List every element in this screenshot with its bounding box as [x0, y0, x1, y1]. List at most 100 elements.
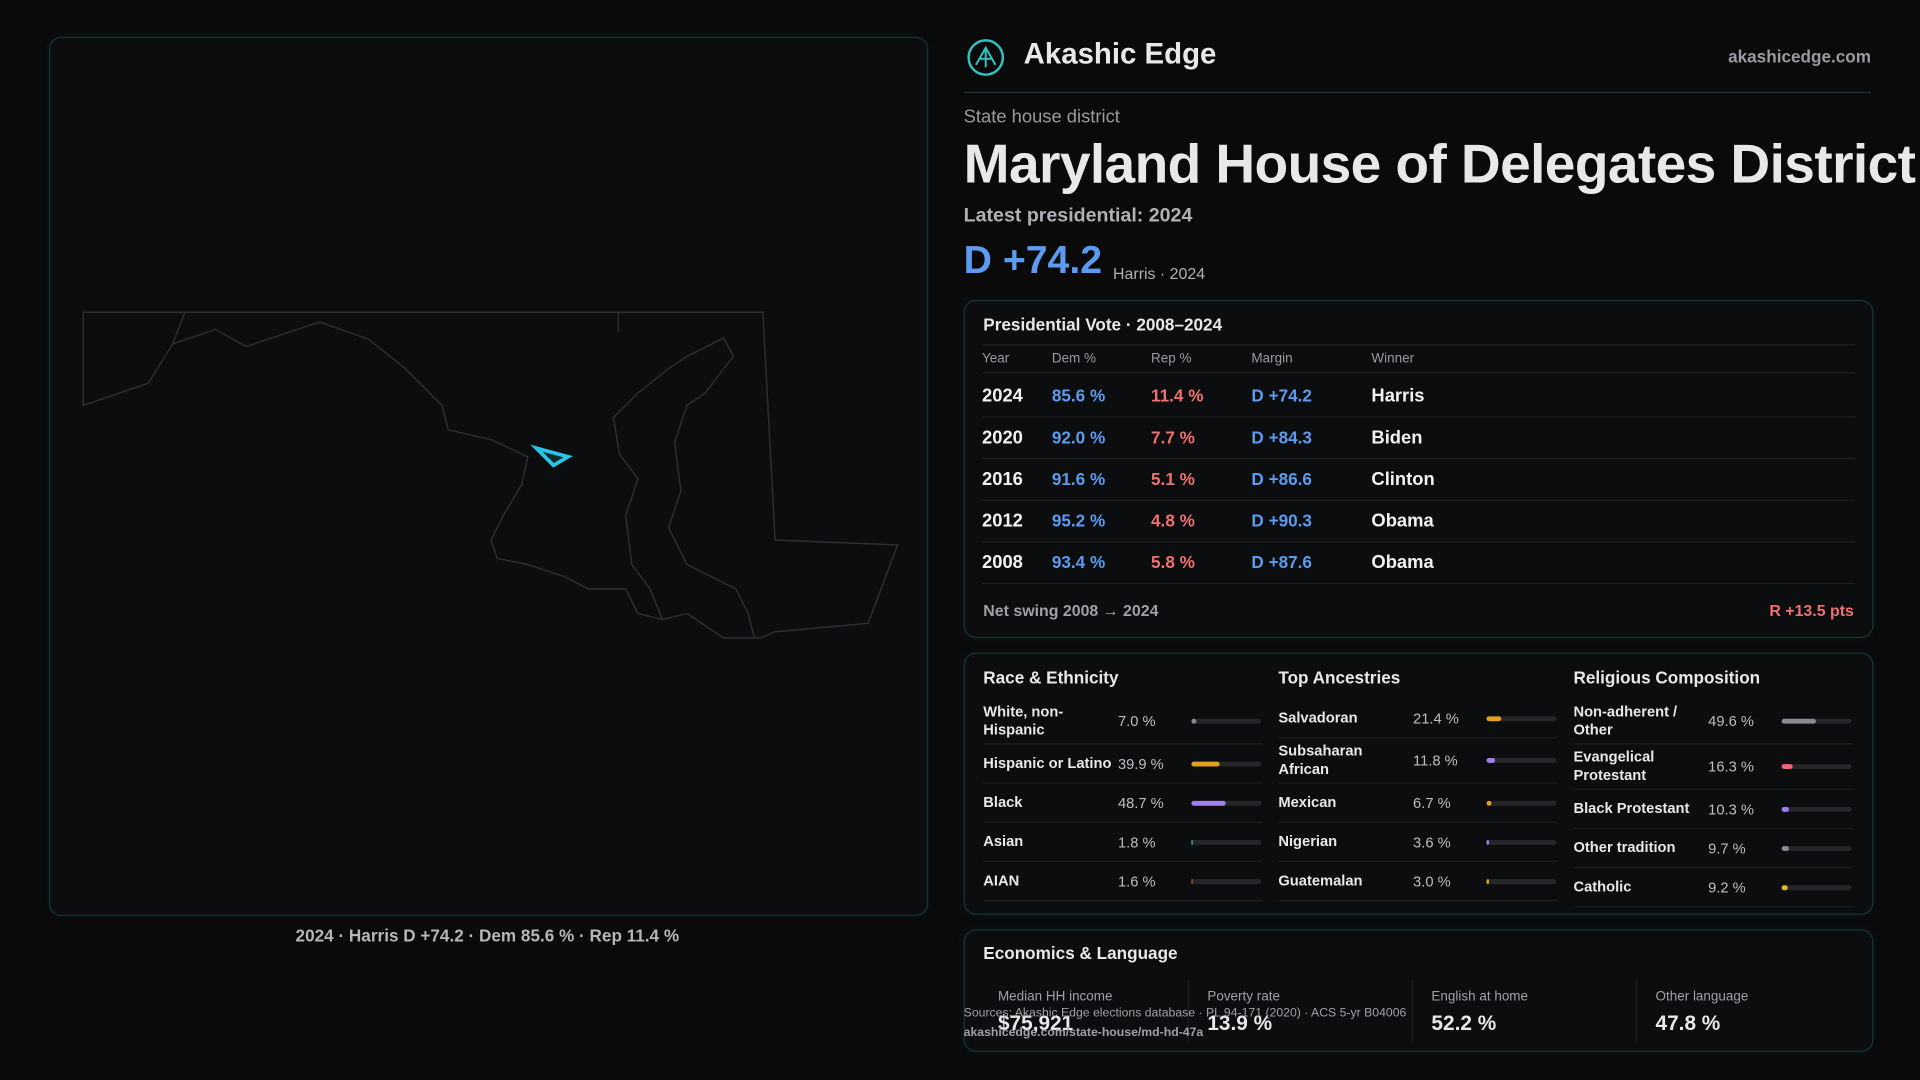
table-cell: Harris [1371, 385, 1425, 406]
bar [1191, 878, 1193, 884]
row-value: 39.9 % [1117, 754, 1164, 773]
metric: Median HH income $75,921 [965, 979, 1189, 1041]
row-label: Non-adherent / Other [1573, 702, 1678, 739]
divider [963, 91, 1872, 94]
metric-label: Median HH income [997, 989, 1113, 1005]
table-row: 2012 95.2 % 4.8 % D +90.3 Obama [982, 500, 1856, 543]
metric-value: $75,921 [997, 1011, 1074, 1035]
bar [1781, 845, 1789, 851]
bar [1486, 715, 1502, 721]
table-row: 2016 91.6 % 5.1 % D +86.6 Clinton [982, 458, 1856, 501]
state-outline [82, 311, 899, 639]
table-cell: 91.6 % [1051, 468, 1106, 489]
table-cell: 2016 [982, 468, 1023, 490]
metric-label: Poverty rate [1207, 989, 1280, 1005]
demographic-section: Top Ancestries Salvadoran 21.4 % Subsaharan… [1278, 654, 1558, 902]
section-title: Race & Ethnicity [983, 667, 1119, 687]
row-value: 6.7 % [1413, 794, 1451, 812]
bar [1781, 718, 1817, 724]
bar [1191, 761, 1220, 766]
table-cell: D +86.6 [1251, 468, 1312, 489]
demographic-section: Race & Ethnicity White, non-Hispanic 7.0 %… [983, 654, 1263, 902]
demographic-row: Subsaharan African 11.8 % [1278, 738, 1558, 784]
row-label: Evangelical Protestant [1573, 748, 1655, 784]
bar-track [1781, 845, 1852, 851]
row-value: 48.7 % [1117, 794, 1164, 812]
metric-value: 47.8 % [1655, 1011, 1721, 1035]
bar [1781, 764, 1793, 769]
table-cell: 2024 [982, 385, 1023, 406]
brand-url: akashicedge.com [1728, 46, 1872, 67]
demographic-row: Evangelical Protestant 16.3 % [1573, 744, 1853, 790]
row-value: 11.8 % [1413, 751, 1458, 769]
demographic-row: Other tradition 9.7 % [1573, 829, 1853, 869]
row-label: Mexican [1278, 793, 1337, 811]
row-value: 3.0 % [1413, 872, 1451, 890]
bar-track [1486, 715, 1557, 721]
bar-track [1781, 718, 1852, 724]
bar-track [1191, 761, 1262, 766]
demographic-row: AIAN 1.6 % [983, 862, 1263, 902]
demographic-row: Salvadoran 21.4 % [1278, 699, 1558, 739]
demographic-row: Nigerian 3.6 % [1278, 823, 1558, 863]
table-cell: 85.6 % [1051, 385, 1106, 406]
table-cell: 5.8 % [1151, 552, 1195, 572]
demographic-row: Non-adherent / Other 49.6 % [1573, 699, 1853, 745]
bar-track [1191, 718, 1262, 724]
metric: English at home 52.2 % [1413, 979, 1638, 1041]
demographic-section: Religious Composition Non-adherent / Othe… [1573, 654, 1853, 908]
demographic-row: White, non-Hispanic 7.0 % [983, 699, 1263, 745]
table-cell: 93.4 % [1051, 552, 1106, 572]
column-header: Year [982, 351, 1010, 367]
district-highlight [530, 444, 573, 468]
table-cell: 5.1 % [1151, 468, 1195, 489]
bar [1781, 806, 1789, 812]
bar-track [1486, 878, 1557, 884]
map-caption: 2024 · Harris D +74.2 · Dem 85.6 % · Rep… [295, 925, 680, 946]
row-label: Guatemalan [1278, 871, 1363, 889]
row-value: 49.6 % [1708, 712, 1754, 730]
section-title: Top Ancestries [1278, 667, 1401, 687]
table-cell: D +74.2 [1251, 385, 1312, 406]
row-value: 1.8 % [1117, 833, 1156, 851]
demographic-row: Catholic 9.2 % [1573, 868, 1853, 908]
page-title: Maryland House of Delegates District 47A [963, 132, 1920, 195]
presidential-card: Presidential Vote · 2008–2024 Net swing … [963, 300, 1874, 638]
row-label: Black [983, 793, 1023, 811]
swing-value: R +13.5 pts [1769, 601, 1854, 620]
demographic-row: Black Protestant 10.3 % [1573, 790, 1853, 829]
row-value: 3.6 % [1413, 833, 1451, 851]
table-header: Year Dem % Rep % Margin Winner [982, 345, 1856, 374]
row-label: Asian [983, 832, 1024, 850]
row-label: White, non-Hispanic [983, 702, 1064, 739]
table-cell: 11.4 % [1151, 385, 1204, 406]
demographic-row: Guatemalan 3.0 % [1278, 862, 1558, 902]
row-value: 9.7 % [1708, 839, 1746, 857]
bar-track [1486, 757, 1557, 763]
bar-track [1191, 839, 1262, 845]
row-label: AIAN [983, 871, 1020, 889]
row-label: Other tradition [1573, 838, 1676, 856]
section-title: Religious Composition [1573, 667, 1761, 687]
bar [1486, 757, 1495, 763]
table-cell: D +87.6 [1251, 552, 1312, 572]
table-cell: D +90.3 [1251, 510, 1312, 531]
row-value: 10.3 % [1708, 800, 1754, 818]
demographic-row: Mexican 6.7 % [1278, 784, 1558, 823]
row-value: 7.0 % [1117, 712, 1156, 730]
column-header: Dem % [1051, 351, 1096, 367]
row-value: 21.4 % [1413, 709, 1459, 727]
bar [1191, 839, 1193, 845]
table-cell: 2012 [982, 510, 1023, 531]
metric-label: English at home [1431, 989, 1529, 1005]
bar [1486, 800, 1492, 806]
demographics-card: Race & Ethnicity White, non-Hispanic 7.0 %… [963, 652, 1874, 915]
row-value: 1.6 % [1117, 872, 1156, 890]
sources: Sources: Akashic Edge elections database… [963, 1006, 1407, 1020]
row-label: Subsaharan African [1278, 742, 1363, 778]
table-cell: 2020 [982, 426, 1023, 448]
metric: Other language 47.8 % [1637, 980, 1860, 1041]
map [82, 311, 899, 639]
row-label: Hispanic or Latino [983, 754, 1112, 772]
